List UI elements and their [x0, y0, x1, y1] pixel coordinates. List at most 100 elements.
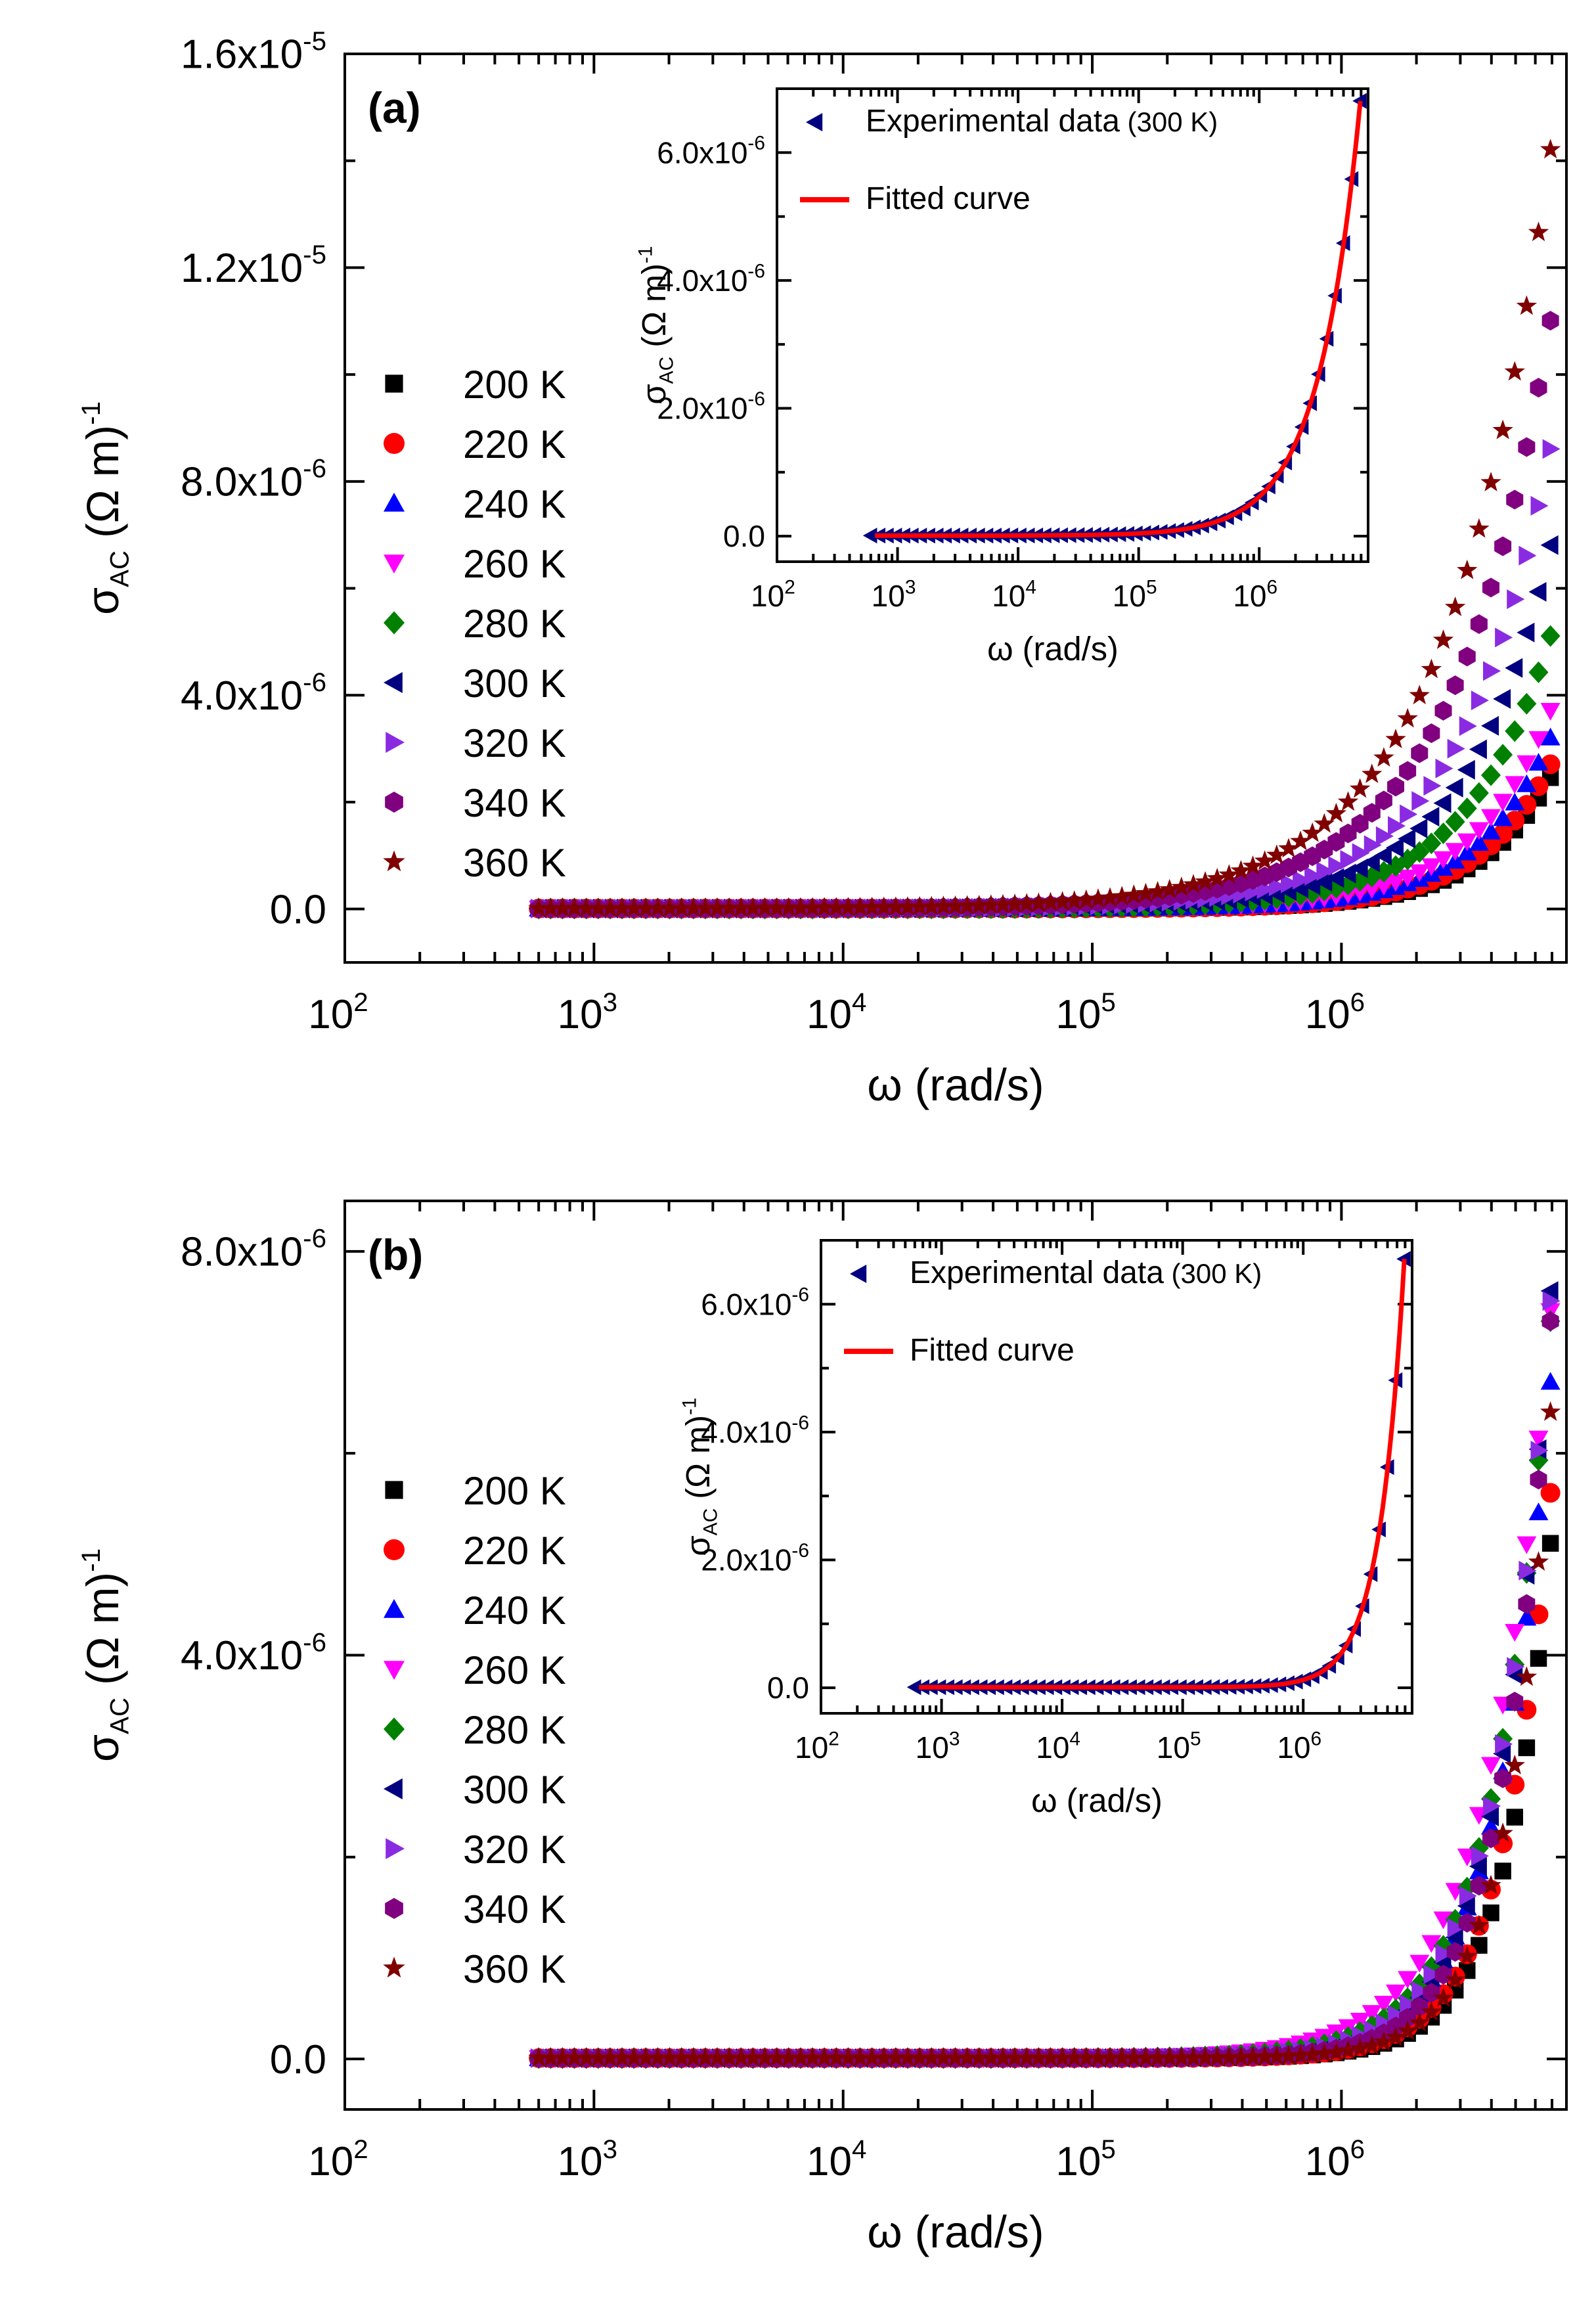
inset-frame [820, 1239, 1413, 1715]
series-group [528, 139, 1561, 920]
data-point [1447, 738, 1465, 759]
data-point [1409, 685, 1430, 705]
data-point [1159, 878, 1180, 899]
data-point [1505, 658, 1523, 678]
data-point [1457, 759, 1475, 780]
data-point [1435, 758, 1453, 778]
data-point [1195, 2046, 1216, 2067]
data-point [1064, 2047, 1085, 2067]
data-point [647, 2047, 669, 2067]
data-point [1469, 739, 1487, 759]
data-point [695, 2047, 716, 2067]
legend-label: 360 K [463, 841, 566, 885]
data-point [1433, 1911, 1453, 1929]
y-tick-label: 4.0x10-6 [181, 667, 326, 719]
y-axis-title: σAC (Ω m)-1 [634, 246, 677, 404]
data-point [1254, 2046, 1275, 2066]
data-point [1291, 878, 1309, 899]
panel-label: (a) [368, 83, 421, 132]
data-point [1481, 715, 1499, 736]
data-point [1528, 1551, 1549, 1571]
data-point [826, 2047, 847, 2067]
x-axis-title: ω (rad/s) [987, 630, 1119, 667]
data-point [1541, 1535, 1559, 1552]
data-point [1517, 755, 1537, 773]
data-point [635, 2047, 656, 2067]
data-point [1111, 886, 1132, 906]
x-tick-label: 104 [1036, 1728, 1080, 1765]
data-point [1386, 874, 1406, 892]
data-point [1123, 2047, 1145, 2067]
x-tick-label: 104 [807, 2134, 866, 2184]
data-point [1444, 596, 1466, 616]
data-point [1373, 845, 1392, 866]
data-point [885, 2047, 906, 2067]
data-point [1195, 870, 1216, 891]
data-point [1493, 808, 1513, 826]
data-point [1064, 890, 1085, 910]
data-point [826, 897, 847, 917]
data-point [1517, 1608, 1537, 1626]
data-point [1518, 437, 1536, 457]
data-point [897, 2047, 918, 2067]
y-tick-label: 4.0x10-6 [181, 1627, 326, 1678]
legend-marker [383, 1956, 405, 1978]
x-tick-label: 102 [795, 1728, 839, 1765]
data-point [1505, 776, 1525, 794]
data-point [730, 897, 751, 917]
legend-label: 200 K [463, 363, 566, 407]
y-tick-label: 6.0x10-6 [657, 133, 765, 170]
data-point [1388, 816, 1406, 836]
data-point [1316, 861, 1335, 882]
data-point [1337, 2040, 1359, 2060]
data-point [1325, 803, 1347, 822]
legend: 200 K 220 K 240 K 260 K 280 K 300 K 320 K 340 K… [383, 1469, 566, 1991]
data-point [1147, 2047, 1168, 2067]
data-point [1159, 2047, 1180, 2067]
legend-marker [806, 113, 823, 131]
x-axis-title: ω (rad/s) [1031, 1782, 1163, 1819]
data-point [540, 897, 562, 918]
data-point [1445, 843, 1465, 861]
data-point [1400, 804, 1418, 824]
data-point [766, 897, 787, 917]
data-point [1385, 729, 1406, 748]
data-point [1230, 860, 1252, 880]
data-point [1518, 545, 1537, 566]
data-point [683, 897, 704, 918]
data-point [1432, 1987, 1454, 2007]
data-point [1446, 675, 1464, 696]
data-point [1304, 866, 1323, 886]
panel-label: (b) [368, 1230, 423, 1279]
data-point [1375, 790, 1392, 811]
data-point [1530, 378, 1547, 398]
data-point [1432, 629, 1454, 649]
data-point [1480, 1874, 1501, 1895]
data-point [1540, 139, 1561, 159]
inset-plot: 102 103 104 105 106 0.0 2.0x10-6 4.0x10-6 6.0x10… [678, 1239, 1413, 1819]
data-point [837, 897, 859, 917]
data-point [1540, 1281, 1559, 1301]
data-point [1504, 361, 1525, 381]
data-point [1052, 891, 1073, 911]
data-point [540, 2047, 562, 2067]
series-360-K [528, 1401, 1561, 2067]
legend-marker [385, 1481, 403, 1499]
data-point [611, 897, 632, 918]
data-point [1433, 851, 1453, 869]
legend-label: 260 K [463, 1648, 566, 1692]
data-point [1494, 536, 1512, 556]
x-axis-title: ω (rad/s) [867, 2207, 1044, 2257]
data-point [623, 897, 644, 918]
data-point [1541, 311, 1559, 331]
data-point [1004, 893, 1025, 913]
series-320-K [531, 439, 1561, 918]
data-point [754, 897, 776, 917]
legend-marker [384, 672, 403, 693]
x-tick-label: 105 [1055, 2134, 1115, 2184]
inset-legend: Experimental data (300 K) Fitted curve [844, 1255, 1262, 1368]
x-tick-label: 103 [558, 987, 617, 1037]
data-point [1493, 688, 1511, 709]
data-point [1421, 832, 1442, 855]
data-point [1052, 2047, 1073, 2067]
